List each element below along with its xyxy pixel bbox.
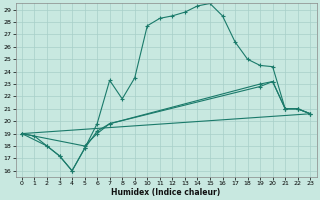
X-axis label: Humidex (Indice chaleur): Humidex (Indice chaleur) — [111, 188, 221, 197]
